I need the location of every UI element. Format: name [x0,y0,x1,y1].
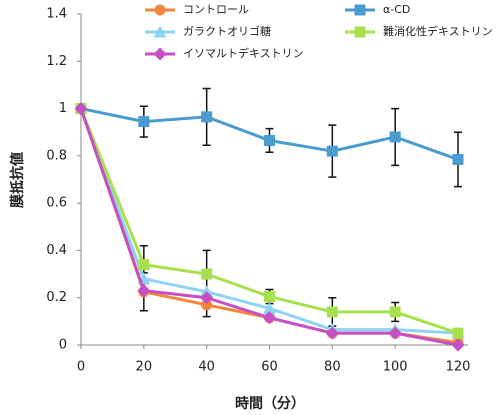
legend-label: コントロール [183,3,249,16]
data-point [200,291,214,305]
data-point [389,131,401,143]
y-tick-label: 1 [59,101,67,116]
y-tick-label: 0 [59,338,67,353]
legend-label: 難消化性デキストリン [383,24,493,38]
y-tick-label: 0.8 [46,148,67,163]
data-point [201,268,213,280]
data-point [264,291,275,303]
data-point [201,111,213,123]
data-point [137,284,151,298]
x-axis-label: 時間（分） [235,395,305,412]
legend-marker [154,4,166,16]
x-tick-label: 60 [261,360,278,375]
data-point [138,259,150,271]
x-tick-label: 120 [446,360,471,375]
x-tick-label: 0 [77,360,85,375]
data-point [326,145,338,157]
data-point [263,301,276,314]
data-point [263,311,276,325]
legend-marker [153,47,167,61]
legend-marker [354,4,366,16]
legend-marker [354,26,366,38]
x-tick-label: 40 [198,360,215,375]
data-point [201,299,213,311]
legend-marker [153,25,167,38]
y-axis-label: 膜抵抗値 [9,152,26,208]
legend-label: α-CD [383,3,410,16]
legend-label: イソマルトデキストリン [183,46,304,60]
data-point [74,102,88,116]
y-tick-label: 0.4 [46,243,67,258]
x-tick-label: 100 [383,360,408,375]
legend-label: ガラクトオリゴ糖 [183,24,271,38]
data-point [326,306,338,318]
data-point [264,134,275,146]
x-tick-label: 80 [324,360,341,375]
data-point [452,327,464,339]
x-tick-label: 20 [136,360,153,375]
data-point [452,153,464,165]
y-tick-label: 1.4 [46,7,67,22]
data-point [138,116,150,128]
data-point [325,326,339,340]
data-point [451,338,465,352]
data-point [388,326,402,340]
data-point [389,306,401,318]
y-tick-label: 0.2 [46,290,67,305]
y-tick-label: 1.2 [46,54,67,69]
y-tick-label: 0.6 [46,196,67,211]
